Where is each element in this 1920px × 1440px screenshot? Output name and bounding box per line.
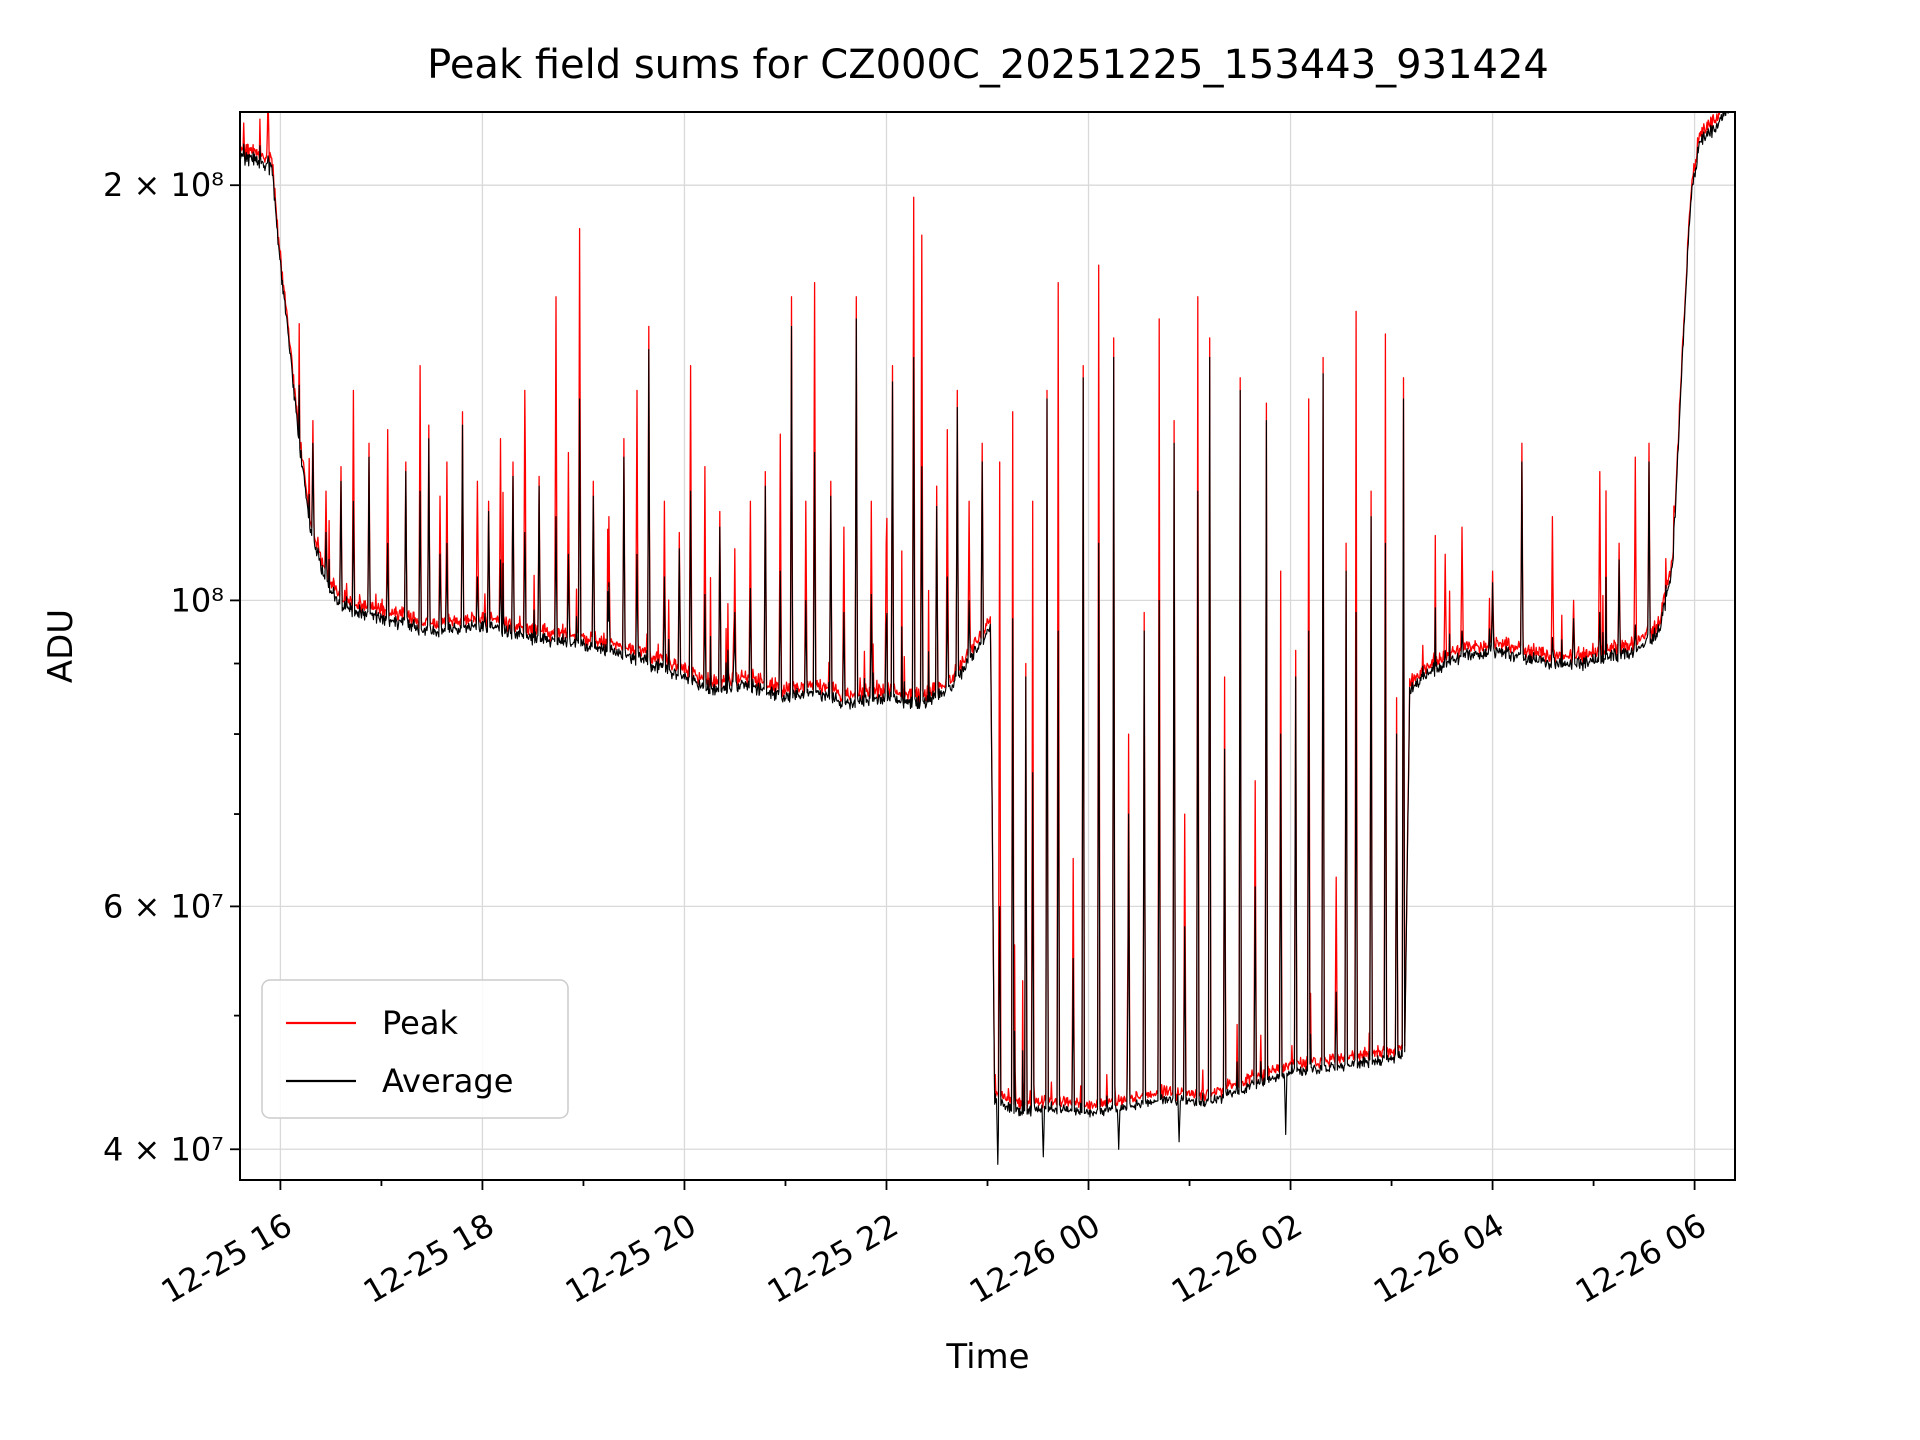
x-tick-label: 12-25 18 bbox=[357, 1206, 501, 1311]
y-tick-label: 2 × 10⁸ bbox=[103, 166, 224, 204]
legend-peak-label: Peak bbox=[382, 1004, 458, 1042]
x-tick-label: 12-26 00 bbox=[963, 1206, 1107, 1311]
x-tick-label: 12-25 16 bbox=[155, 1206, 299, 1311]
y-axis-label: ADU bbox=[41, 609, 81, 683]
x-tick-label: 12-25 22 bbox=[761, 1206, 905, 1311]
grid-lines bbox=[240, 112, 1735, 1180]
x-axis-label: Time bbox=[945, 1337, 1029, 1377]
legend-box bbox=[261, 979, 569, 1119]
y-tick-label: 6 × 10⁷ bbox=[103, 887, 224, 925]
x-tick-label: 12-25 20 bbox=[559, 1206, 703, 1311]
axis-ticks bbox=[230, 184, 1696, 1190]
x-tick-label: 12-26 06 bbox=[1569, 1206, 1713, 1311]
legend-average-label: Average bbox=[382, 1062, 513, 1100]
x-tick-label: 12-26 04 bbox=[1367, 1206, 1511, 1311]
x-tick-label: 12-26 02 bbox=[1165, 1206, 1309, 1311]
series-layer bbox=[240, 112, 1729, 1165]
y-tick-label: 4 × 10⁷ bbox=[103, 1130, 224, 1168]
chart-title: Peak field sums for CZ000C_20251225_1534… bbox=[427, 42, 1549, 88]
y-tick-label: 10⁸ bbox=[170, 581, 224, 619]
legend: Peak Average bbox=[261, 979, 569, 1119]
average-series-line bbox=[240, 112, 1729, 1165]
